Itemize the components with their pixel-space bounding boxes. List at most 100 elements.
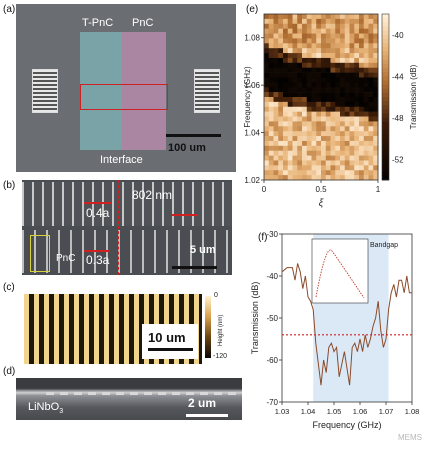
heatmap-cell (335, 14, 341, 20)
heatmap-cell (287, 23, 293, 29)
heatmap-cell (283, 67, 289, 73)
heatmap-cell (297, 150, 303, 156)
heatmap-cell (306, 77, 312, 83)
heatmap-cell (344, 165, 350, 171)
heatmap-cell (349, 111, 355, 117)
heatmap-cell (292, 28, 298, 34)
heatmap-cell (273, 155, 279, 161)
heatmap-cell (264, 77, 270, 83)
heatmap-cell (278, 18, 284, 25)
heatmap-cell (373, 38, 379, 44)
heatmap-cell (354, 140, 360, 147)
heatmap-cell (302, 126, 308, 132)
heatmap-cell (363, 131, 369, 137)
heatmap-cell (287, 175, 293, 181)
heatmap-cell (368, 23, 374, 29)
heatmap-cell (316, 43, 322, 49)
heatmap-cell (330, 111, 336, 117)
heatmap-cell (321, 175, 327, 181)
heatmap-cell (335, 77, 341, 83)
heatmap-cell (325, 97, 331, 103)
heatmap-cell (268, 121, 274, 127)
colorbar-e-segment (382, 126, 389, 131)
heatmap-cell (283, 18, 289, 25)
heatmap-cell (283, 33, 289, 39)
heatmap-cell (302, 87, 308, 93)
heatmap-cell (316, 18, 322, 25)
heatmap-cell (354, 150, 360, 156)
heatmap-cell (297, 111, 303, 117)
heatmap-cell (349, 140, 355, 147)
panel-b-image: 802 nm 0.4a 0.3a PnC 5 um (22, 180, 232, 275)
heatmap-cell (273, 101, 279, 108)
heatmap-cell (311, 14, 317, 20)
heatmap-cell (325, 62, 331, 68)
heatmap-cell (330, 23, 336, 29)
heatmap-cell (321, 106, 327, 112)
heatmap-cell (302, 140, 308, 147)
heatmap-cell (373, 57, 379, 64)
red-arrow-right (172, 214, 198, 216)
heatmap-cell (283, 48, 289, 54)
heatmap-cell (325, 33, 331, 39)
heatmap-cell (359, 14, 365, 20)
heatmap-cell (311, 160, 317, 166)
heatmap-cell (273, 72, 279, 78)
heatmap-cell (292, 57, 298, 64)
heatmap-cell (340, 155, 346, 161)
heatmap-cell (335, 121, 341, 127)
heatmap-cell (278, 106, 284, 112)
colorbar-e-frame (381, 13, 390, 181)
heatmap-cell (321, 53, 327, 59)
material-sub: 3 (59, 408, 64, 416)
heatmap-cell (373, 121, 379, 127)
heatmap-cell (306, 28, 312, 34)
heatmap-cell (264, 97, 270, 103)
colorbar-e-segment (382, 134, 389, 139)
heatmap-cell (344, 33, 350, 39)
heatmap-cell (264, 43, 270, 49)
transmission-line (281, 263, 412, 386)
heatmap-cell (335, 97, 341, 103)
heatmap-cell (283, 160, 289, 166)
colorbar-e-segment (382, 47, 389, 52)
colorbar-e-segment (382, 113, 389, 119)
heatmap-cell (278, 92, 284, 98)
heatmap-cell (340, 23, 346, 29)
heatmap-cell (287, 67, 293, 73)
heatmap-cell (306, 18, 312, 25)
heatmap-cell (373, 87, 379, 93)
colorbar-e-segment (382, 150, 389, 156)
heatmap-cell (316, 23, 322, 29)
heatmap-cell (302, 38, 308, 44)
heatmap-cell (335, 170, 341, 176)
line-xtick-label: 1.03 (275, 407, 290, 416)
heatmap-cell (354, 28, 360, 34)
heatmap-cell (311, 62, 317, 68)
heatmap-cell (340, 87, 346, 93)
heatmap-cell (297, 121, 303, 127)
heatmap-cell (268, 87, 274, 93)
heatmap-cell (340, 18, 346, 25)
heatmap-cell (349, 160, 355, 166)
heatmap-ylabel: Frequency (GHz) (244, 66, 252, 128)
heatmap-cell (330, 140, 336, 147)
heatmap-cell (344, 160, 350, 166)
heatmap-cell (368, 67, 374, 73)
heatmap-cell (278, 131, 284, 137)
colorbar-e-tick: -52 (392, 155, 404, 164)
heatmap-cell (264, 111, 270, 117)
heatmap-cell (316, 170, 322, 176)
heatmap-cell (344, 14, 350, 20)
heatmap-cell (344, 67, 350, 73)
heatmap-cell (287, 126, 293, 132)
heatmap-cell (368, 14, 374, 20)
colorbar-e-segment (382, 76, 389, 81)
heatmap-cell (311, 131, 317, 137)
heatmap-cell (359, 140, 365, 147)
heatmap-cell (264, 101, 270, 108)
heatmap-cell (292, 175, 298, 181)
heatmap-cell (368, 121, 374, 127)
heatmap-cell (268, 67, 274, 73)
heatmap-cell (264, 38, 270, 44)
